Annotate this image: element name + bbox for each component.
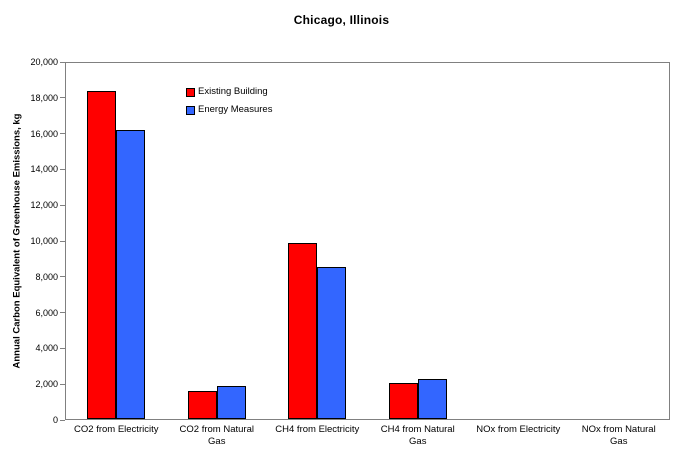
y-tick-label-14-000: 14,000 (30, 164, 58, 175)
x-tick-label-ch4-from-electricity: CH4 from Electricity (275, 424, 360, 435)
x-tick-label-nox-from-natural-gas: NOx from Natural Gas (581, 424, 656, 447)
bar-existing-building-ch4-from-natural-gas (388, 383, 418, 419)
legend-item-existing-building: Existing Building (186, 83, 272, 101)
legend-item-energy-measures: Energy Measures (186, 101, 272, 119)
y-tick-mark-20-000 (60, 61, 65, 63)
x-tick-label-co2-from-electricity: CO2 from Electricity (74, 424, 159, 435)
y-tick-label-10-000: 10,000 (30, 236, 58, 246)
y-tick-label-18-000: 18,000 (30, 92, 58, 103)
y-tick-label-20-000: 20,000 (30, 57, 58, 67)
plot-area (65, 62, 670, 420)
y-tick-label-4-000: 4,000 (35, 343, 58, 354)
y-tick-mark-12-000 (60, 204, 65, 206)
bar-existing-building-ch4-from-electricity (288, 243, 318, 419)
y-tick-mark-18-000 (60, 97, 65, 99)
legend-label-energy-measures: Energy Measures (198, 104, 273, 115)
bar-energy-measures-ch4-from-electricity (317, 267, 347, 419)
x-tick-label-ch4-from-natural-gas: CH4 from Natural Gas (380, 424, 455, 447)
legend-swatch-energy-measures (186, 105, 195, 115)
y-tick-label-8-000: 8,000 (35, 271, 58, 282)
y-tick-label-16-000: 16,000 (30, 128, 58, 139)
bar-energy-measures-ch4-from-natural-gas (417, 379, 447, 419)
chart-title: Chicago, Illinois (293, 13, 390, 27)
bar-energy-measures-co2-from-electricity (116, 130, 146, 419)
y-tick-mark-16-000 (60, 133, 65, 135)
bar-energy-measures-co2-from-natural-gas (216, 386, 246, 419)
bar-existing-building-co2-from-natural-gas (187, 391, 217, 419)
y-tick-mark-0 (60, 419, 65, 421)
legend-swatch-existing-building (186, 87, 195, 97)
x-tick-label-nox-from-electricity: NOx from Electricity (476, 424, 561, 435)
y-tick-label-6-000: 6,000 (35, 307, 58, 318)
y-tick-mark-2-000 (60, 383, 65, 385)
legend-label-existing-building: Existing Building (198, 86, 268, 97)
y-tick-mark-8-000 (60, 276, 65, 278)
y-tick-label-0: 0 (52, 415, 58, 425)
legend: Existing Building Energy Measures (186, 83, 272, 119)
y-tick-mark-14-000 (60, 168, 65, 170)
y-tick-mark-10-000 (60, 240, 65, 242)
y-tick-label-12-000: 12,000 (30, 200, 58, 211)
bar-existing-building-co2-from-electricity (87, 91, 117, 419)
x-tick-label-co2-from-natural-gas: CO2 from Natural Gas (179, 424, 254, 447)
y-tick-label-2-000: 2,000 (35, 379, 58, 390)
y-tick-mark-6-000 (60, 312, 65, 314)
y-tick-mark-4-000 (60, 347, 65, 349)
